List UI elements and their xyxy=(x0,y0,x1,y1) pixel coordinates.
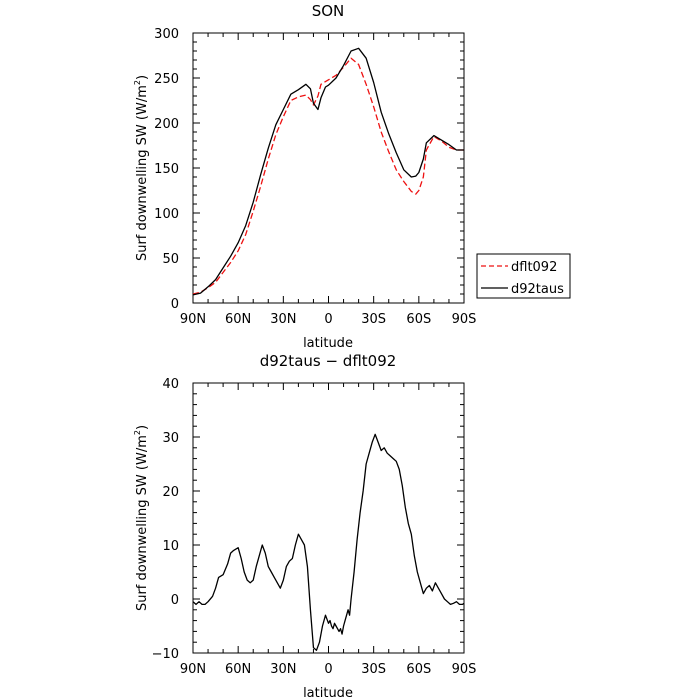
bottom-chart-xtick-label: 30S xyxy=(361,662,386,677)
top-chart-xtick-label: 90S xyxy=(452,312,477,327)
top-chart-ylabel-main: Surf downwelling SW (W/m xyxy=(135,85,150,261)
legend: dflt092 d92taus xyxy=(476,253,571,299)
top-chart-ytick-label: 150 xyxy=(154,162,179,177)
top-chart-xtick-label: 90N xyxy=(180,312,206,327)
top-chart-ytick-label: 0 xyxy=(171,297,179,312)
top-chart-ytick-label: 250 xyxy=(154,72,179,87)
legend-label-dflt092: dflt092 xyxy=(511,260,557,275)
bottom-chart-ylabel-close: ) xyxy=(135,425,150,430)
top-chart-xtick-label: 60N xyxy=(225,312,251,327)
bottom-chart-title: d92taus − dflt092 xyxy=(260,352,397,370)
bottom-chart-xtick-label: 30N xyxy=(270,662,296,677)
bottom-chart-ytick-label: −10 xyxy=(152,647,179,662)
top-chart-ylabel-close: ) xyxy=(135,75,150,80)
top-chart-frame xyxy=(192,32,465,304)
legend-label-d92taus: d92taus xyxy=(511,282,564,297)
top-chart-ylabel-sup: 2 xyxy=(133,80,142,85)
bottom-chart-xlabel: latitude xyxy=(303,686,353,700)
bottom-chart-ylabel-sup: 2 xyxy=(133,430,142,435)
top-chart-xtick-label: 0 xyxy=(324,312,332,327)
bottom-chart-ylabel: Surf downwelling SW (W/m2) xyxy=(133,425,150,611)
bottom-chart: d92taus − dflt092 90N 60N 30N 0 30S 60S 90S −10… xyxy=(133,352,476,700)
top-chart-series-line-dflt092 xyxy=(192,57,464,295)
bottom-chart-xtick-label: 0 xyxy=(324,662,332,677)
bottom-chart-axes: 90N 60N 30N 0 30S 60S 90S −10 0 10 20 30 40 xyxy=(152,377,477,677)
top-chart-xtick-label: 30S xyxy=(361,312,386,327)
bottom-chart-ytick-label: 20 xyxy=(162,485,179,500)
bottom-chart-ytick-label: 0 xyxy=(171,593,179,608)
bottom-chart-frame xyxy=(192,382,465,654)
bottom-chart-ytick-label: 30 xyxy=(162,431,179,446)
top-chart-xlabel: latitude xyxy=(303,336,353,351)
top-chart-series xyxy=(192,47,464,296)
top-chart: SON 90N 60N 30N 0 30S 60S 90S 0 50 100 150 200 250 30… xyxy=(133,2,571,351)
bottom-chart-series-line-series-0 xyxy=(192,433,465,651)
top-chart-xtick-label: 30N xyxy=(270,312,296,327)
bottom-chart-xtick-label: 90S xyxy=(452,662,477,677)
legend-box xyxy=(476,253,571,299)
top-chart-xtick-label: 60S xyxy=(406,312,431,327)
bottom-chart-xtick-label: 90N xyxy=(180,662,206,677)
bottom-chart-xtick-label: 60N xyxy=(225,662,251,677)
bottom-chart-series xyxy=(192,433,465,651)
top-chart-ytick-label: 300 xyxy=(154,27,179,42)
bottom-chart-ytick-label: 10 xyxy=(162,539,179,554)
top-chart-title: SON xyxy=(312,2,345,20)
top-chart-axes: 90N 60N 30N 0 30S 60S 90S 0 50 100 150 200 250 300 xyxy=(154,27,476,327)
top-chart-series-line-d92taus xyxy=(192,47,464,296)
bottom-chart-xtick-label: 60S xyxy=(406,662,431,677)
top-chart-ytick-label: 50 xyxy=(162,252,179,267)
bottom-chart-ytick-label: 40 xyxy=(162,377,179,392)
top-chart-ytick-label: 200 xyxy=(154,117,179,132)
top-chart-ylabel: Surf downwelling SW (W/m2) xyxy=(133,75,150,261)
bottom-chart-ylabel-main: Surf downwelling SW (W/m xyxy=(135,435,150,611)
top-chart-ytick-label: 100 xyxy=(154,207,179,222)
